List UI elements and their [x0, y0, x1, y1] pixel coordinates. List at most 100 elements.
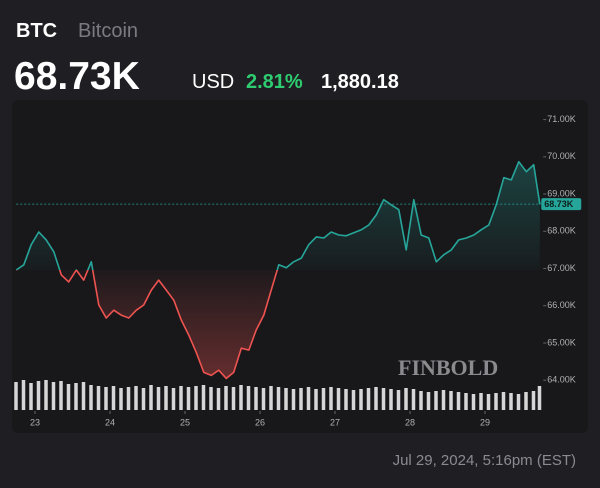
volume-bar	[321, 388, 326, 410]
change-percent: 2.81%	[246, 71, 303, 93]
volume-bar	[224, 386, 228, 410]
volume-bar	[419, 391, 423, 410]
volume-bar	[111, 386, 116, 410]
volume-bar	[14, 382, 18, 410]
volume-bar	[149, 385, 153, 410]
symbol: BTC	[16, 20, 58, 42]
volume-bar	[411, 389, 416, 410]
volume-bar	[434, 391, 438, 410]
change-value: 1,880.18	[321, 71, 399, 93]
volume-bar	[314, 389, 318, 410]
volume-bar	[501, 392, 506, 410]
y-tick-label: 71.00K	[547, 114, 576, 124]
volume-bar	[479, 393, 483, 410]
volume-bar	[344, 389, 348, 410]
y-tick-label: 68.00K	[547, 226, 576, 236]
volume-bar	[404, 388, 408, 410]
volume-bar	[134, 386, 138, 410]
volume-bar	[104, 387, 108, 410]
volume-bar	[269, 386, 273, 410]
volume-bar	[216, 388, 221, 410]
x-tick-label: 29	[480, 417, 490, 427]
watermark: FINBOLD	[398, 355, 498, 380]
x-tick-label: 25	[180, 417, 190, 427]
volume-bar	[21, 380, 26, 410]
volume-bar	[531, 391, 536, 410]
volume-bar	[194, 386, 198, 410]
x-tick-label: 24	[105, 417, 115, 427]
volume-bar	[516, 394, 521, 410]
volume-bar	[537, 386, 542, 410]
volume-bar	[291, 389, 296, 410]
y-tick-label: 67.00K	[547, 263, 576, 273]
volume-bar	[119, 388, 123, 410]
volume-bar	[156, 387, 161, 410]
volume-bar	[254, 387, 258, 410]
volume-bar	[96, 386, 101, 410]
volume-bar	[381, 388, 386, 410]
volume-bar	[509, 393, 513, 410]
asset-name: Bitcoin	[78, 20, 139, 42]
volume-bar	[426, 392, 431, 410]
volume-bar	[494, 393, 498, 410]
volume-bar	[179, 386, 183, 410]
volume-bar	[66, 384, 71, 410]
volume-bar	[464, 393, 468, 410]
volume-bar	[209, 387, 213, 410]
x-tick-label: 26	[255, 417, 265, 427]
volume-bar	[231, 387, 236, 410]
price-line	[15, 160, 541, 380]
volume-bar	[456, 392, 461, 410]
volume-bar	[186, 387, 191, 410]
volume-bar	[239, 385, 243, 410]
volume-bar	[36, 381, 41, 410]
volume-bar	[306, 387, 311, 410]
volume-bar	[89, 385, 93, 410]
x-tick-label: 28	[405, 417, 415, 427]
volume-bar	[449, 391, 453, 410]
volume-bar	[276, 387, 281, 410]
volume-bar	[359, 389, 363, 410]
volume-bar	[261, 388, 266, 410]
y-tick-label: 65.00K	[547, 337, 576, 347]
volume-bar	[441, 390, 446, 410]
volume-bar	[51, 382, 56, 410]
chart: FINBOLD 64.00K 65.00K 66.00K 67.00K 68.00K 69…	[14, 113, 582, 428]
volume-bar	[81, 382, 86, 410]
y-tick-label: 70.00K	[547, 151, 576, 161]
currency: USD	[192, 71, 235, 93]
last-price-tag	[541, 198, 582, 211]
volume-bar	[471, 394, 476, 410]
volume-bar	[284, 388, 288, 410]
volume-bar	[351, 390, 356, 410]
volume-bar	[396, 390, 401, 410]
timestamp: Jul 29, 2024, 5:16pm (EST)	[392, 452, 576, 469]
volume-bar	[299, 388, 303, 410]
volume-bar	[486, 394, 491, 410]
volume-bar	[29, 383, 33, 410]
y-tick-label: 69.00K	[547, 188, 576, 198]
last-price-label: 68.73K	[544, 199, 574, 209]
volume-bar	[366, 388, 371, 410]
volume-bar	[524, 392, 528, 410]
price: 68.73K	[14, 55, 140, 98]
y-tick-label: 64.00K	[547, 375, 576, 385]
volume-bar	[374, 387, 378, 410]
y-tick-label: 66.00K	[547, 300, 576, 310]
volume-bar	[329, 387, 333, 410]
x-tick-label: 27	[330, 417, 340, 427]
volume-bar	[246, 386, 251, 410]
volume-bar	[74, 383, 78, 410]
volume-bar	[164, 386, 168, 410]
volume-bar	[44, 380, 48, 410]
x-tick-label: 23	[30, 417, 40, 427]
volume-bar	[59, 381, 63, 410]
volume-bar	[141, 388, 146, 410]
volume-bar	[389, 389, 393, 410]
volume-bar	[201, 385, 206, 410]
volume-bar	[126, 387, 131, 410]
volume-bar	[171, 388, 176, 410]
volume-bar	[336, 388, 341, 410]
price-area	[16, 161, 540, 379]
